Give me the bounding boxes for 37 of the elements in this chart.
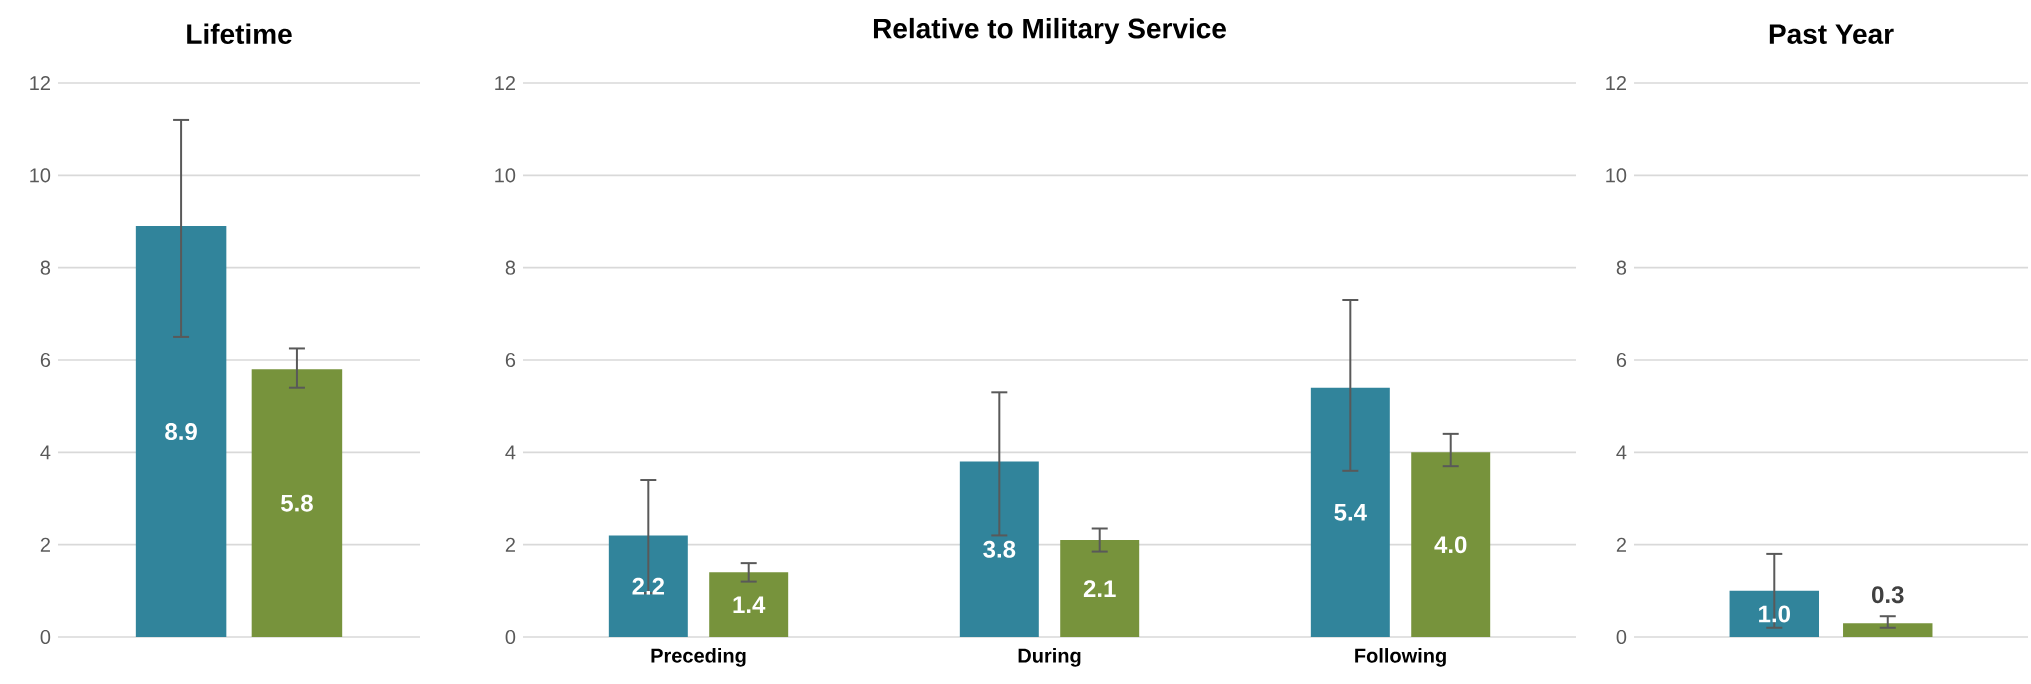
data-label: 3.8	[983, 540, 1016, 558]
y-tick-label: 10	[30, 168, 51, 183]
data-label: 5.4	[1334, 503, 1367, 521]
y-tick-label: 6	[1616, 352, 1627, 368]
x-tick-label: During	[1018, 648, 1081, 667]
y-tick-label: 6	[40, 352, 51, 368]
y-tick-label: 12	[30, 76, 50, 90]
y-tick-label: 0	[505, 629, 516, 645]
y-tick-label: 10	[1606, 168, 1627, 183]
y-tick-label: 8	[40, 260, 51, 275]
chart-title: Lifetime	[187, 23, 292, 45]
chart-title: Past Year	[1769, 24, 1894, 45]
y-tick-label: 8	[505, 260, 516, 275]
x-tick-label: Preceding	[651, 648, 746, 667]
y-tick-label: 0	[1616, 629, 1627, 645]
y-tick-label: 4	[40, 445, 51, 460]
y-tick-label: 4	[505, 445, 516, 460]
y-tick-label: 10	[495, 168, 516, 183]
x-tick-label: Following	[1355, 648, 1446, 667]
y-tick-label: 4	[1616, 445, 1627, 460]
data-label: 4.0	[1434, 536, 1467, 554]
y-tick-label: 6	[505, 352, 516, 368]
data-label: 2.2	[632, 577, 665, 595]
data-label: 1.0	[1759, 605, 1790, 623]
y-tick-label: 2	[1616, 537, 1626, 552]
y-tick-label: 12	[495, 76, 515, 90]
data-label: 1.4	[733, 596, 766, 613]
y-tick-label: 12	[1606, 76, 1626, 90]
data-label: 5.8	[281, 494, 313, 512]
data-label: 0.3	[1872, 586, 1904, 604]
data-label: 2.1	[1083, 580, 1116, 597]
y-tick-label: 2	[40, 537, 50, 552]
data-label: 8.9	[165, 423, 197, 441]
chart-title: Relative to Military Service	[873, 17, 1226, 44]
y-tick-label: 2	[505, 537, 515, 552]
y-tick-label: 8	[1616, 260, 1627, 275]
y-tick-label: 0	[40, 629, 51, 645]
